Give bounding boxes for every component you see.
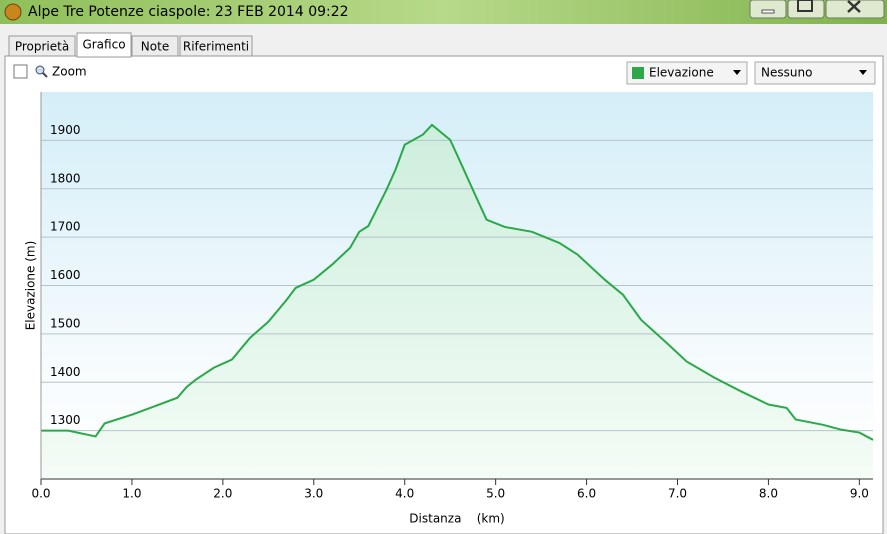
tab[interactable] xyxy=(8,35,76,57)
x-tick-label: 6.0 xyxy=(577,487,596,501)
legend-label: Elevazione xyxy=(649,66,714,80)
title-bar xyxy=(0,0,887,24)
y-tick-label: 1500 xyxy=(50,316,81,330)
x-tick-label: 3.0 xyxy=(304,487,323,501)
legend-swatch xyxy=(632,67,644,79)
zoom-icon-handle xyxy=(42,72,48,78)
maximize-button[interactable] xyxy=(787,0,825,19)
y-tick-label: 1300 xyxy=(50,413,81,427)
tab[interactable] xyxy=(131,35,179,57)
tab-label: Note xyxy=(141,40,169,54)
series-dropdown[interactable] xyxy=(626,61,748,85)
app-icon xyxy=(4,3,22,21)
y-tick-label: 1400 xyxy=(50,365,81,379)
dropdown-label: Nessuno xyxy=(761,66,812,80)
close-icon xyxy=(847,0,861,13)
x-tick-label: 8.0 xyxy=(759,487,778,501)
minimize-button[interactable] xyxy=(749,0,787,19)
tab[interactable] xyxy=(179,35,253,57)
x-tick-label: 5.0 xyxy=(486,487,505,501)
x-tick-label: 2.0 xyxy=(213,487,232,501)
window-title: Alpe Tre Potenze ciaspole: 23 FEB 2014 0… xyxy=(28,4,349,20)
zoom-icon xyxy=(35,65,45,75)
minimize-icon xyxy=(761,9,775,14)
area xyxy=(41,124,873,480)
y-tick-label: 1700 xyxy=(50,220,81,234)
x-tick-label: 9.0 xyxy=(850,487,869,501)
second-dropdown[interactable] xyxy=(754,61,876,85)
x-tick-label: 1.0 xyxy=(122,487,141,501)
zoom-checkbox[interactable] xyxy=(13,64,28,79)
tab-label: Riferimenti xyxy=(183,40,249,54)
y-tick-label: 1600 xyxy=(50,268,81,282)
tab-label: Grafico xyxy=(82,38,125,52)
x-axis-label: Distanza (km) xyxy=(409,512,504,526)
tab-label: Proprietà xyxy=(15,40,69,54)
tab[interactable] xyxy=(76,32,132,58)
x-tick-label: 7.0 xyxy=(668,487,687,501)
y-axis-label: Elevazione (m) xyxy=(24,241,38,331)
x-tick-label: 4.0 xyxy=(395,487,414,501)
x-tick-label: 0.0 xyxy=(31,487,50,501)
elevation-line xyxy=(41,123,874,441)
y-tick-label: 1800 xyxy=(50,171,81,185)
dropdown-arrow xyxy=(859,70,867,75)
y-tick-label: 1900 xyxy=(50,123,81,137)
zoom-label: Zoom xyxy=(52,65,87,79)
dropdown-arrow xyxy=(733,70,741,75)
maximize-icon xyxy=(797,0,813,12)
